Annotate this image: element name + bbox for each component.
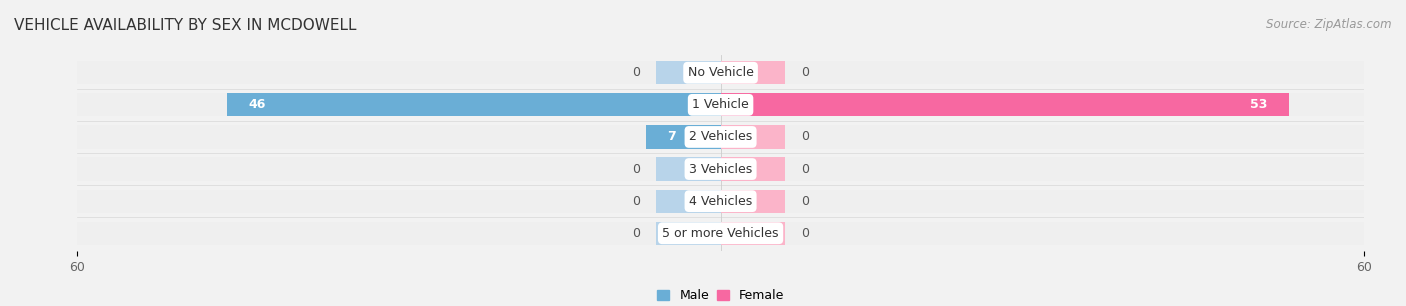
Text: 0: 0 — [801, 66, 808, 79]
Text: 53: 53 — [1250, 98, 1267, 111]
Text: 4 Vehicles: 4 Vehicles — [689, 195, 752, 208]
Text: 0: 0 — [633, 195, 640, 208]
Text: 3 Vehicles: 3 Vehicles — [689, 162, 752, 176]
Bar — [77, 158, 1364, 181]
Bar — [721, 93, 1289, 116]
Bar — [657, 190, 721, 213]
Text: 1 Vehicle: 1 Vehicle — [692, 98, 749, 111]
Text: VEHICLE AVAILABILITY BY SEX IN MCDOWELL: VEHICLE AVAILABILITY BY SEX IN MCDOWELL — [14, 18, 357, 33]
Bar — [721, 158, 785, 181]
Bar — [645, 125, 721, 148]
Bar — [721, 61, 785, 84]
Text: No Vehicle: No Vehicle — [688, 66, 754, 79]
Text: 0: 0 — [633, 162, 640, 176]
Bar — [721, 190, 785, 213]
Text: 0: 0 — [801, 162, 808, 176]
Text: 0: 0 — [801, 227, 808, 240]
Text: 7: 7 — [666, 130, 676, 144]
Bar — [721, 222, 785, 245]
Legend: Male, Female: Male, Female — [652, 284, 789, 306]
Bar — [77, 190, 1364, 213]
Text: 0: 0 — [801, 195, 808, 208]
Text: 2 Vehicles: 2 Vehicles — [689, 130, 752, 144]
Bar — [228, 93, 721, 116]
Bar — [721, 125, 785, 148]
Bar — [657, 61, 721, 84]
Text: 0: 0 — [633, 66, 640, 79]
Text: 46: 46 — [249, 98, 266, 111]
Bar — [77, 61, 1364, 84]
Bar — [77, 125, 1364, 148]
Text: 0: 0 — [801, 130, 808, 144]
Text: Source: ZipAtlas.com: Source: ZipAtlas.com — [1267, 18, 1392, 31]
Bar — [77, 222, 1364, 245]
Bar — [657, 158, 721, 181]
Text: 0: 0 — [633, 227, 640, 240]
Bar — [657, 222, 721, 245]
Bar — [77, 93, 1364, 116]
Text: 5 or more Vehicles: 5 or more Vehicles — [662, 227, 779, 240]
